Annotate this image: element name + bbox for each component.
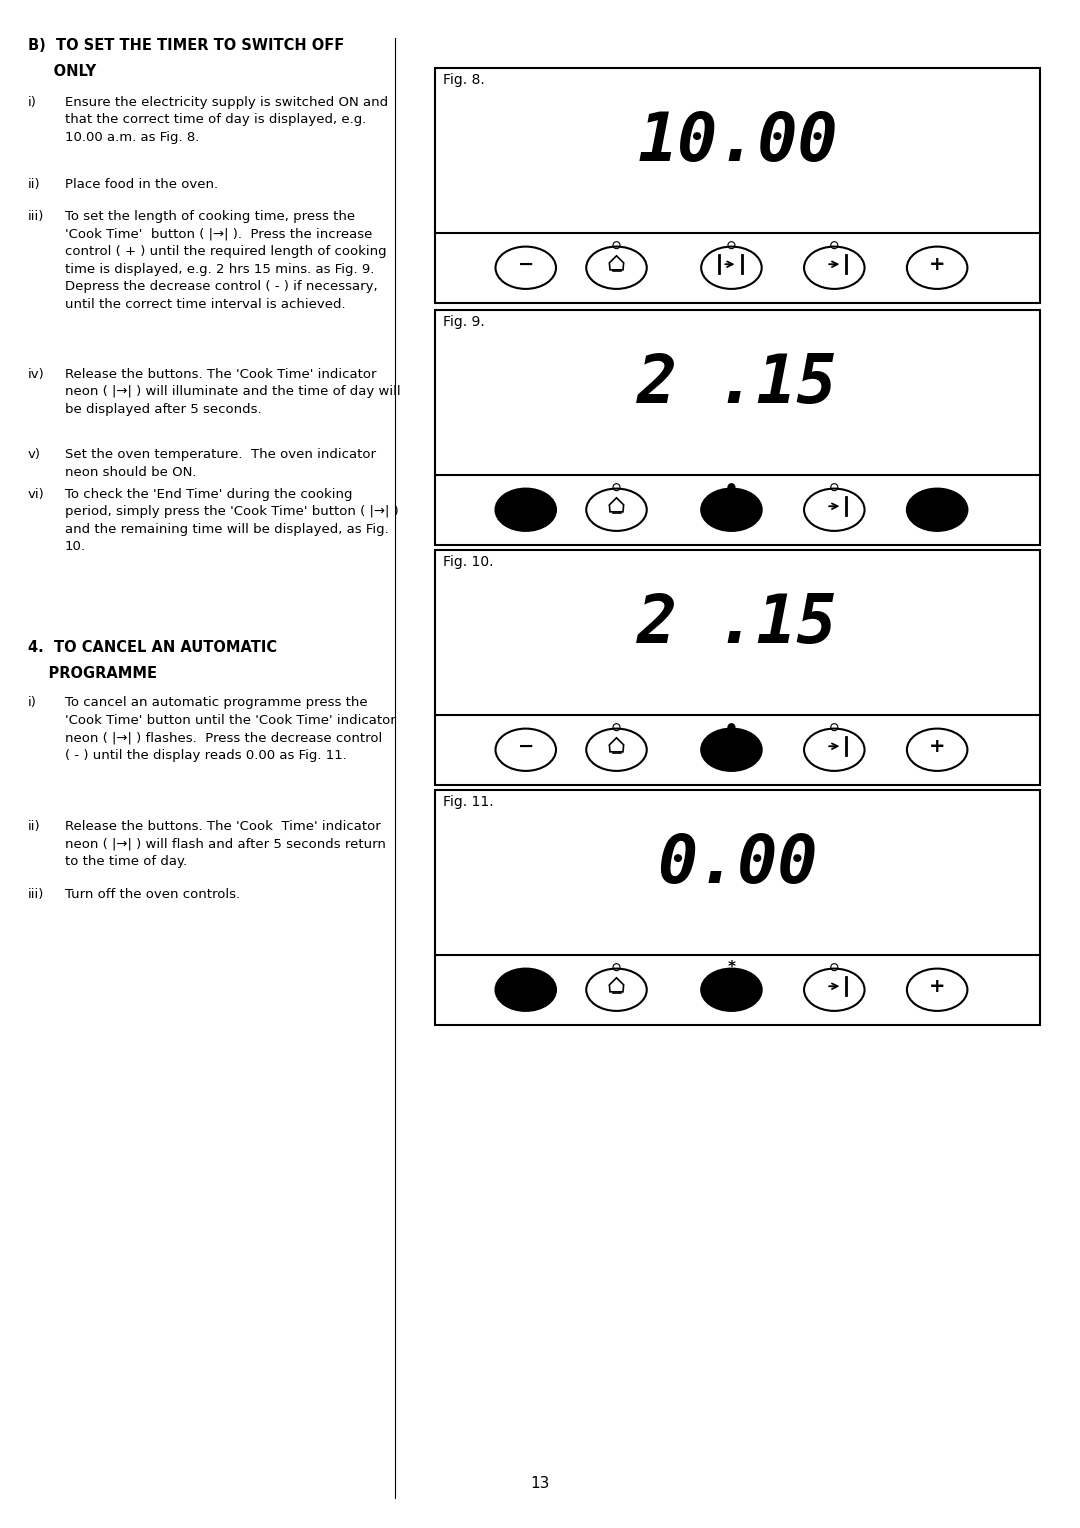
Text: −: − (517, 255, 534, 274)
Text: 4.  TO CANCEL AN AUTOMATIC: 4. TO CANCEL AN AUTOMATIC (28, 640, 278, 656)
Text: Set the oven temperature.  The oven indicator
neon should be ON.: Set the oven temperature. The oven indic… (65, 448, 376, 478)
Text: ii): ii) (28, 821, 41, 833)
Ellipse shape (701, 729, 761, 772)
Ellipse shape (496, 969, 556, 1012)
Text: −: − (517, 497, 534, 516)
Text: Fig. 8.: Fig. 8. (443, 73, 485, 87)
Text: ii): ii) (28, 177, 41, 191)
Ellipse shape (701, 489, 761, 530)
Text: Fig. 9.: Fig. 9. (443, 315, 485, 329)
Text: 10.00: 10.00 (637, 108, 838, 176)
Text: ONLY: ONLY (28, 64, 96, 79)
Circle shape (728, 484, 735, 490)
Text: B)  TO SET THE TIMER TO SWITCH OFF: B) TO SET THE TIMER TO SWITCH OFF (28, 38, 345, 53)
Text: i): i) (28, 96, 37, 108)
Text: 2 .15: 2 .15 (637, 351, 838, 417)
Text: +: + (929, 255, 945, 274)
Text: vi): vi) (28, 487, 44, 501)
Text: v): v) (28, 448, 41, 461)
Text: −: − (517, 976, 534, 996)
Text: 13: 13 (530, 1476, 550, 1490)
Text: +: + (929, 736, 945, 756)
Text: PROGRAMME: PROGRAMME (28, 666, 157, 681)
Bar (435, 550, 1040, 785)
Text: To cancel an automatic programme press the
'Cook Time' button until the 'Cook Ti: To cancel an automatic programme press t… (65, 695, 395, 761)
Text: To set the length of cooking time, press the
'Cook Time'  button ( |→| ).  Press: To set the length of cooking time, press… (65, 209, 387, 310)
Text: Fig. 10.: Fig. 10. (443, 555, 494, 568)
Text: Place food in the oven.: Place food in the oven. (65, 177, 218, 191)
Text: +: + (929, 976, 945, 996)
Text: Release the buttons. The 'Cook Time' indicator
neon ( |→| ) will illuminate and : Release the buttons. The 'Cook Time' ind… (65, 368, 401, 416)
Text: Fig. 11.: Fig. 11. (443, 795, 494, 808)
Text: To check the 'End Time' during the cooking
period, simply press the 'Cook Time' : To check the 'End Time' during the cooki… (65, 487, 399, 553)
Text: +: + (929, 497, 945, 516)
Text: −: − (517, 736, 534, 756)
Text: Ensure the electricity supply is switched ON and
that the correct time of day is: Ensure the electricity supply is switche… (65, 96, 388, 144)
Text: iii): iii) (28, 888, 44, 902)
Bar (435, 69, 1040, 303)
Ellipse shape (701, 969, 761, 1012)
Circle shape (728, 724, 735, 730)
Ellipse shape (907, 489, 968, 530)
Text: iv): iv) (28, 368, 44, 380)
Text: 2 .15: 2 .15 (637, 591, 838, 657)
Text: Turn off the oven controls.: Turn off the oven controls. (65, 888, 240, 902)
Bar (435, 310, 1040, 545)
Text: *: * (728, 960, 735, 975)
Text: 0.00: 0.00 (658, 831, 818, 897)
Bar (435, 790, 1040, 1025)
Ellipse shape (496, 489, 556, 530)
Text: iii): iii) (28, 209, 44, 223)
Text: i): i) (28, 695, 37, 709)
Text: Release the buttons. The 'Cook  Time' indicator
neon ( |→| ) will flash and afte: Release the buttons. The 'Cook Time' ind… (65, 821, 386, 868)
